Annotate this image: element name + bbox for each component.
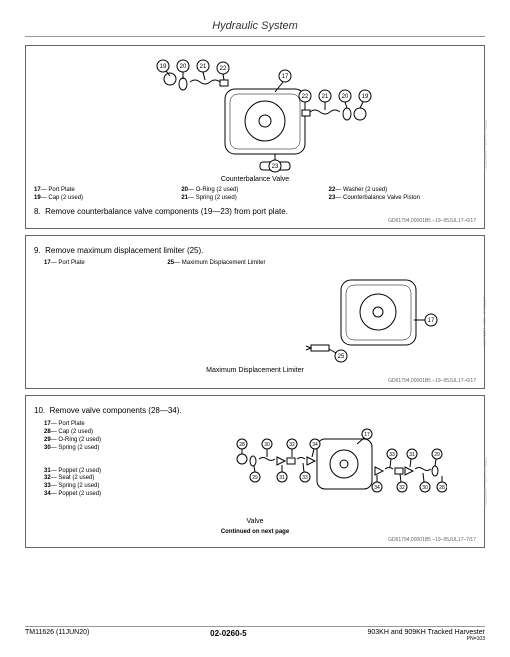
- code-10: GD61794,00001B5 –19–05JUL17–7/17: [34, 537, 476, 543]
- svg-text:22: 22: [302, 94, 309, 100]
- caption-9: Maximum Displacement Limiter: [34, 367, 476, 374]
- caption-10: Valve: [34, 518, 476, 525]
- svg-text:19: 19: [160, 64, 167, 70]
- step-9: 9. Remove maximum displacement limiter (…: [34, 246, 476, 256]
- svg-text:29: 29: [434, 452, 440, 458]
- svg-text:21: 21: [322, 94, 329, 100]
- svg-text:29: 29: [252, 475, 258, 481]
- legend-9: 17— Port Plate 25— Maximum Displacement …: [44, 260, 476, 268]
- diagram-valve: 28 29 30 31 32 33 34 17 34 33 32 31 30 2…: [197, 419, 476, 514]
- svg-text:31: 31: [409, 452, 415, 458]
- step-10: 10. Remove valve components (28—34).: [34, 406, 476, 416]
- sidecode-8: TX1003963 —UN—27FEB07: [482, 119, 487, 171]
- page-title: Hydraulic System: [25, 20, 485, 32]
- svg-text:23: 23: [272, 164, 279, 170]
- legend-8: 17— Port Plate 19— Cap (2 used) 20— O-Ri…: [34, 187, 476, 203]
- step-8: 8. Remove counterbalance valve component…: [34, 207, 476, 217]
- svg-text:19: 19: [362, 94, 369, 100]
- counterbalance-svg: 19 20 21 22 17 22 21 20 19: [105, 54, 405, 174]
- svg-text:20: 20: [180, 64, 187, 70]
- svg-text:25: 25: [338, 354, 345, 360]
- svg-text:33: 33: [389, 452, 395, 458]
- svg-text:28: 28: [439, 485, 445, 491]
- svg-text:30: 30: [264, 442, 270, 448]
- footer-center: 02-0260-5: [210, 629, 246, 642]
- svg-text:17: 17: [364, 432, 370, 438]
- limiter-svg: 17 25: [286, 270, 446, 365]
- sidecode-10: TX1003966 —UN—27FEB07: [482, 456, 487, 508]
- valve-svg: 28 29 30 31 32 33 34 17 34 33 32 31 30 2…: [227, 419, 447, 514]
- header-rule: [25, 36, 485, 37]
- svg-text:17: 17: [428, 318, 435, 324]
- svg-text:30: 30: [422, 485, 428, 491]
- legend-10: 17— Port Plate 28— Cap (2 used) 29— O-Ri…: [44, 421, 197, 514]
- svg-text:34: 34: [374, 485, 380, 491]
- svg-text:22: 22: [220, 66, 227, 72]
- svg-text:33: 33: [302, 475, 308, 481]
- svg-text:32: 32: [289, 442, 295, 448]
- code-8: GD61794,00001B5 –19–05JUL17–6/17: [34, 218, 476, 224]
- continued-text: Continued on next page: [34, 529, 476, 535]
- footer-right: 903KH and 909KH Tracked Harvester PN=103: [367, 629, 485, 642]
- svg-text:28: 28: [239, 442, 245, 448]
- section-10: 10. Remove valve components (28—34). 17—…: [25, 395, 485, 549]
- svg-text:21: 21: [200, 64, 207, 70]
- svg-text:34: 34: [312, 442, 318, 448]
- page-footer: TM11626 (11JUN20) 02-0260-5 903KH and 90…: [25, 626, 485, 642]
- code-9: GD61794,00001B5 –19–05JUL17–6/17: [34, 378, 476, 384]
- svg-text:31: 31: [279, 475, 285, 481]
- sidecode-9: LX341204—UN—04AUL17: [482, 297, 487, 346]
- footer-left: TM11626 (11JUN20): [25, 629, 89, 642]
- svg-text:32: 32: [399, 485, 405, 491]
- section-9: 9. Remove maximum displacement limiter (…: [25, 235, 485, 388]
- diagram-limiter: 17 25: [34, 270, 476, 365]
- section-8: 19 20 21 22 17 22 21 20 19: [25, 45, 485, 229]
- svg-text:17: 17: [282, 74, 289, 80]
- caption-8: Counterbalance Valve: [34, 176, 476, 183]
- svg-text:20: 20: [342, 94, 349, 100]
- diagram-counterbalance: 19 20 21 22 17 22 21 20 19: [34, 54, 476, 174]
